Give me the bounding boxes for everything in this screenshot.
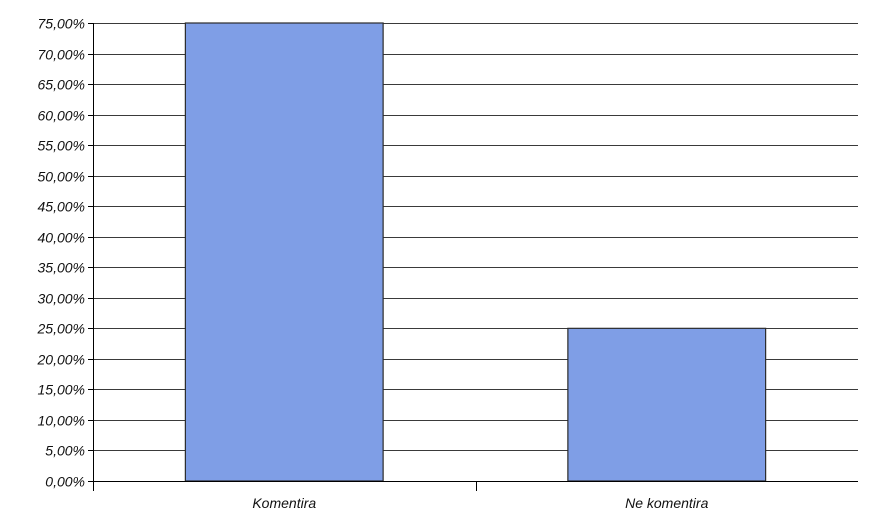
y-tick-label: 50,00% [38, 169, 85, 185]
y-tick-label: 30,00% [38, 291, 85, 307]
y-tick-label: 5,00% [45, 443, 85, 459]
bar-ne-komentira [568, 328, 766, 481]
y-tick-label: 60,00% [38, 108, 85, 124]
y-tick-labels: 0,00% 5,00% 10,00% 15,00% 20,00% 25,00% 30,00%… [37, 16, 85, 490]
x-tick-label: Komentira [252, 495, 316, 511]
y-tick-label: 65,00% [38, 77, 85, 93]
x-tick-label: Ne komentira [625, 495, 708, 511]
y-tick-label: 75,00% [38, 16, 85, 32]
y-tick-label: 25,00% [37, 321, 85, 337]
y-tick-label: 20,00% [37, 352, 85, 368]
y-tick-label: 15,00% [38, 382, 85, 398]
y-tick-label: 35,00% [38, 260, 85, 276]
y-tick-label: 40,00% [38, 230, 85, 246]
x-tick-labels: Komentira Ne komentira [252, 495, 708, 511]
y-tick-label: 55,00% [38, 138, 85, 154]
bar-komentira [185, 23, 383, 481]
y-tick-label: 10,00% [38, 413, 85, 429]
bars [185, 23, 765, 481]
y-tick-label: 0,00% [45, 474, 85, 490]
y-tick-label: 70,00% [38, 47, 85, 63]
y-tick-label: 45,00% [38, 199, 85, 215]
